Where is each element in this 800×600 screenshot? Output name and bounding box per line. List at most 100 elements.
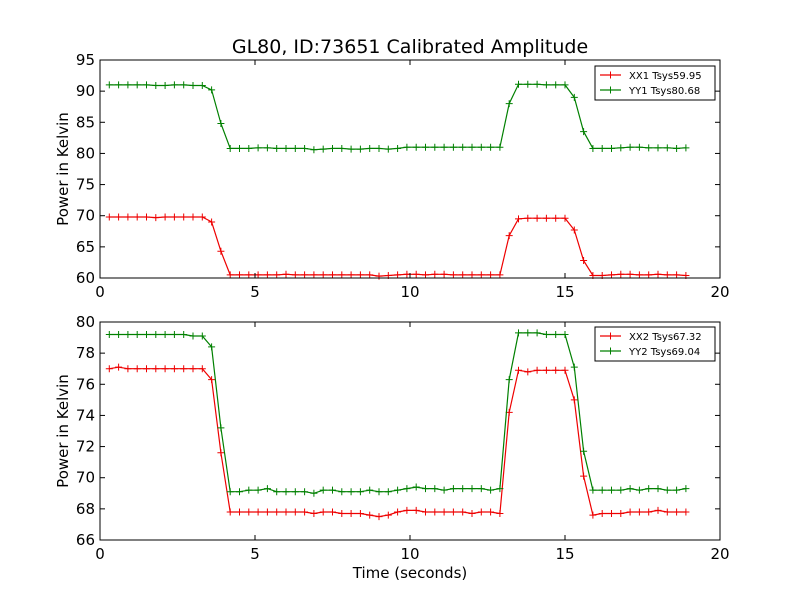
- data-point: [394, 508, 402, 516]
- data-point: [282, 508, 290, 516]
- data-point: [161, 365, 169, 373]
- data-point: [319, 145, 327, 153]
- data-point: [375, 144, 383, 152]
- data-point: [115, 330, 123, 338]
- data-point: [124, 213, 132, 221]
- data-point: [608, 271, 615, 279]
- data-point: [133, 365, 141, 373]
- data-point: [208, 86, 216, 94]
- data-point: [245, 271, 253, 279]
- data-point: [133, 330, 141, 338]
- data-point: [161, 82, 169, 90]
- y-tick-label: 60: [76, 269, 95, 287]
- data-point: [645, 508, 653, 516]
- data-point: [542, 366, 550, 374]
- data-point: [431, 270, 439, 278]
- data-point: [338, 144, 346, 152]
- data-point: [226, 144, 234, 152]
- data-point: [152, 330, 160, 338]
- data-point: [542, 330, 550, 338]
- x-tick-label: 10: [400, 283, 419, 301]
- data-point: [403, 506, 411, 514]
- data-point: [319, 486, 327, 494]
- data-point: [329, 486, 336, 494]
- data-point: [115, 81, 123, 89]
- data-point: [161, 213, 169, 221]
- data-point: [375, 488, 383, 496]
- data-point: [645, 144, 653, 152]
- y-tick-label: 74: [76, 406, 95, 424]
- data-point: [515, 329, 522, 337]
- y-tick-label: 65: [76, 238, 95, 256]
- data-point: [570, 93, 578, 101]
- data-point: [217, 120, 225, 128]
- data-point: [226, 508, 234, 516]
- data-point: [263, 271, 271, 279]
- y-axis-label: Power in Kelvin: [54, 374, 72, 488]
- data-point: [105, 365, 113, 373]
- series-line-1: [109, 216, 686, 277]
- data-point: [580, 472, 588, 480]
- data-point: [561, 214, 569, 222]
- data-point: [505, 100, 513, 108]
- data-point: [319, 508, 327, 516]
- data-point: [412, 270, 420, 278]
- data-point: [152, 214, 160, 222]
- data-point: [524, 368, 532, 376]
- data-point: [170, 365, 178, 373]
- data-point: [115, 363, 123, 371]
- data-point: [515, 80, 522, 88]
- data-point: [654, 506, 662, 514]
- data-point: [431, 508, 439, 516]
- data-point: [617, 510, 625, 518]
- data-point: [133, 81, 141, 89]
- figure-title: GL80, ID:73651 Calibrated Amplitude: [232, 36, 588, 58]
- data-point: [356, 488, 364, 496]
- data-point: [273, 508, 281, 516]
- data-point: [124, 365, 132, 373]
- data-point: [161, 330, 169, 338]
- data-point: [663, 486, 671, 494]
- data-point: [682, 508, 690, 516]
- data-point: [282, 144, 290, 152]
- data-point: [552, 81, 560, 89]
- data-point: [654, 485, 662, 493]
- data-point: [189, 82, 197, 90]
- data-point: [468, 510, 476, 518]
- data-point: [356, 510, 364, 518]
- data-point: [635, 486, 643, 494]
- data-point: [542, 81, 550, 89]
- data-point: [663, 144, 671, 152]
- data-point: [115, 213, 123, 221]
- data-point: [682, 485, 690, 493]
- data-point: [282, 488, 290, 496]
- data-point: [635, 271, 643, 279]
- data-point: [496, 143, 504, 151]
- data-point: [412, 143, 420, 151]
- data-point: [338, 271, 346, 279]
- data-point: [291, 271, 299, 279]
- data-point: [273, 144, 281, 152]
- data-point: [170, 213, 178, 221]
- data-point: [208, 218, 216, 226]
- data-point: [496, 271, 504, 279]
- data-point: [533, 329, 541, 337]
- data-point: [282, 270, 290, 278]
- data-point: [254, 508, 262, 516]
- data-point: [440, 143, 448, 151]
- data-point: [570, 396, 578, 404]
- data-point: [384, 511, 392, 519]
- data-point: [422, 271, 429, 279]
- data-point: [226, 488, 234, 496]
- data-point: [477, 485, 485, 493]
- data-point: [524, 214, 532, 222]
- data-point: [459, 143, 467, 151]
- x-tick-label: 0: [95, 545, 105, 563]
- x-tick-label: 5: [250, 545, 260, 563]
- y-axis-label: Power in Kelvin: [54, 112, 72, 226]
- data-point: [459, 271, 467, 279]
- data-point: [394, 486, 402, 494]
- x-axis-label: Time (seconds): [352, 564, 468, 582]
- data-point: [180, 365, 188, 373]
- data-point: [449, 271, 457, 279]
